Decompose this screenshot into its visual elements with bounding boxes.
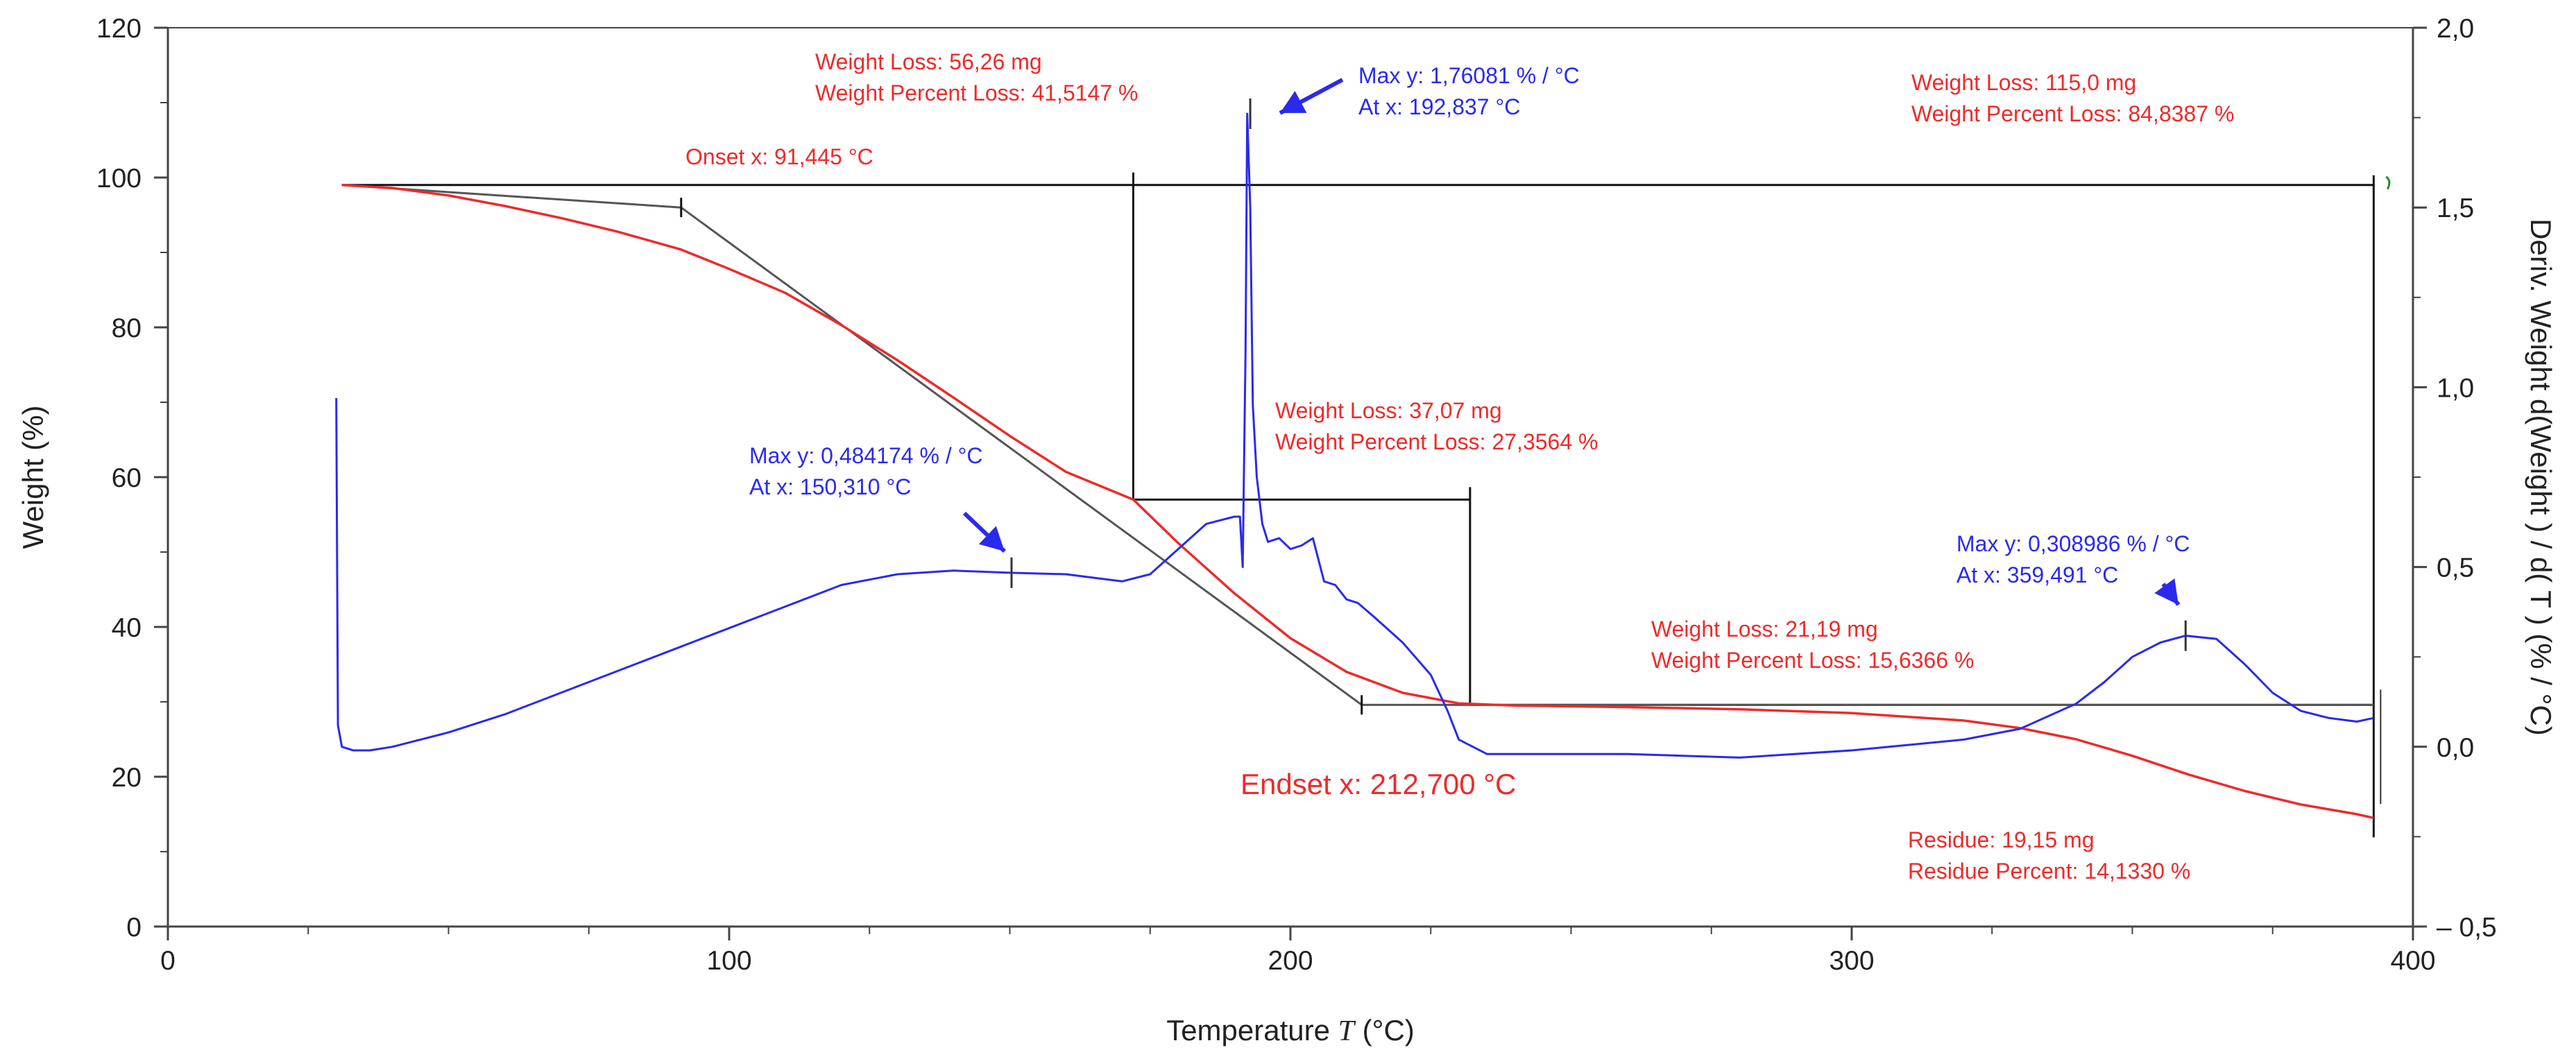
y-tick-label: 60 xyxy=(112,463,142,493)
y-tick-label: 100 xyxy=(96,164,142,193)
peak3-arrow xyxy=(2154,578,2181,606)
derivative-weight-series xyxy=(335,112,2374,759)
y-tick-label: 0 xyxy=(126,913,142,942)
y-tick-label: 20 xyxy=(112,763,142,793)
y2-tick-label: 2,0 xyxy=(2437,14,2474,44)
x-tick-label: 0 xyxy=(160,946,176,976)
peak1-text-line2: At x: 150,310 °C xyxy=(749,474,911,499)
annotation-layer: Weight Loss: 56,26 mg Weight Percent Loss… xyxy=(685,49,2234,884)
weight-series xyxy=(341,184,2374,820)
peak2-arrow-head xyxy=(1280,91,1307,113)
loss2-text-line1: Weight Loss: 37,07 mg xyxy=(1275,398,1502,423)
steep-tangent xyxy=(680,206,1363,706)
loss2-text-line2: Weight Percent Loss: 27,3564 % xyxy=(1275,429,1598,454)
residue-text-line1: Residue: 19,15 mg xyxy=(1908,827,2095,852)
peak3-arrow-head xyxy=(2154,578,2178,605)
peak1-text-line1: Max y: 0,484174 % / °C xyxy=(749,443,983,468)
y-tick-label: 80 xyxy=(112,313,142,343)
loss3-text-line1: Weight Loss: 21,19 mg xyxy=(1651,617,1878,642)
peak2-text-line1: Max y: 1,76081 % / °C xyxy=(1358,63,1580,88)
x-tick-label: 200 xyxy=(1268,946,1313,976)
y-tick-label: 120 xyxy=(96,14,142,44)
loss1-text-line2: Weight Percent Loss: 41,5147 % xyxy=(815,80,1138,105)
y2-axis-title: Deriv. Weight d(Weight ) / d( T ) (% / °… xyxy=(2525,218,2557,736)
peak1-arrow-head xyxy=(978,526,1005,551)
peak2-arrow xyxy=(1279,78,1344,115)
y-axis-title: Weight (%) xyxy=(17,406,49,549)
loss1-text-line1: Weight Loss: 56,26 mg xyxy=(815,49,1042,74)
y-tick-label: 40 xyxy=(112,613,142,643)
peak3-text-line1: Max y: 0,308986 % / °C xyxy=(1956,531,2190,556)
loss3-text-line2: Weight Percent Loss: 15,6366 % xyxy=(1651,648,1974,673)
y2-tick-label: 0,5 xyxy=(2437,553,2474,583)
y2-tick-label: 0,0 xyxy=(2437,733,2474,763)
y2-tick-label: 1,5 xyxy=(2437,193,2474,223)
series-layer xyxy=(335,98,2374,820)
total-loss-text-line1: Weight Loss: 115,0 mg xyxy=(1911,70,2136,95)
endset-text: Endset x: 212,700 °C xyxy=(1240,768,1516,800)
axes: 0 100 200 300 400 0 20 40 60 80 100 120 – 0,5 0,0 0,5 1… xyxy=(17,14,2557,1047)
x-axis-title: Temperature T (°C) xyxy=(1166,1014,1415,1047)
x-tick-label: 100 xyxy=(706,946,751,976)
residue-text-line2: Residue Percent: 14,1330 % xyxy=(1908,859,2190,884)
onset-text: Onset x: 91,445 °C xyxy=(685,144,873,169)
x-tick-label: 400 xyxy=(2390,946,2435,976)
y2-tick-label: 1,0 xyxy=(2437,373,2474,403)
peak2-text-line2: At x: 192,837 °C xyxy=(1358,94,1520,119)
peak1-arrow xyxy=(962,511,1007,553)
x-tick-label: 300 xyxy=(1829,946,1874,976)
analysis-construction-lines xyxy=(341,172,2391,838)
total-loss-text-line2: Weight Percent Loss: 84,8387 % xyxy=(1911,101,2234,126)
y2-tick-label: – 0,5 xyxy=(2437,913,2497,942)
peak3-text-line2: At x: 359,491 °C xyxy=(1956,562,2118,587)
end-marker xyxy=(2385,175,2391,190)
